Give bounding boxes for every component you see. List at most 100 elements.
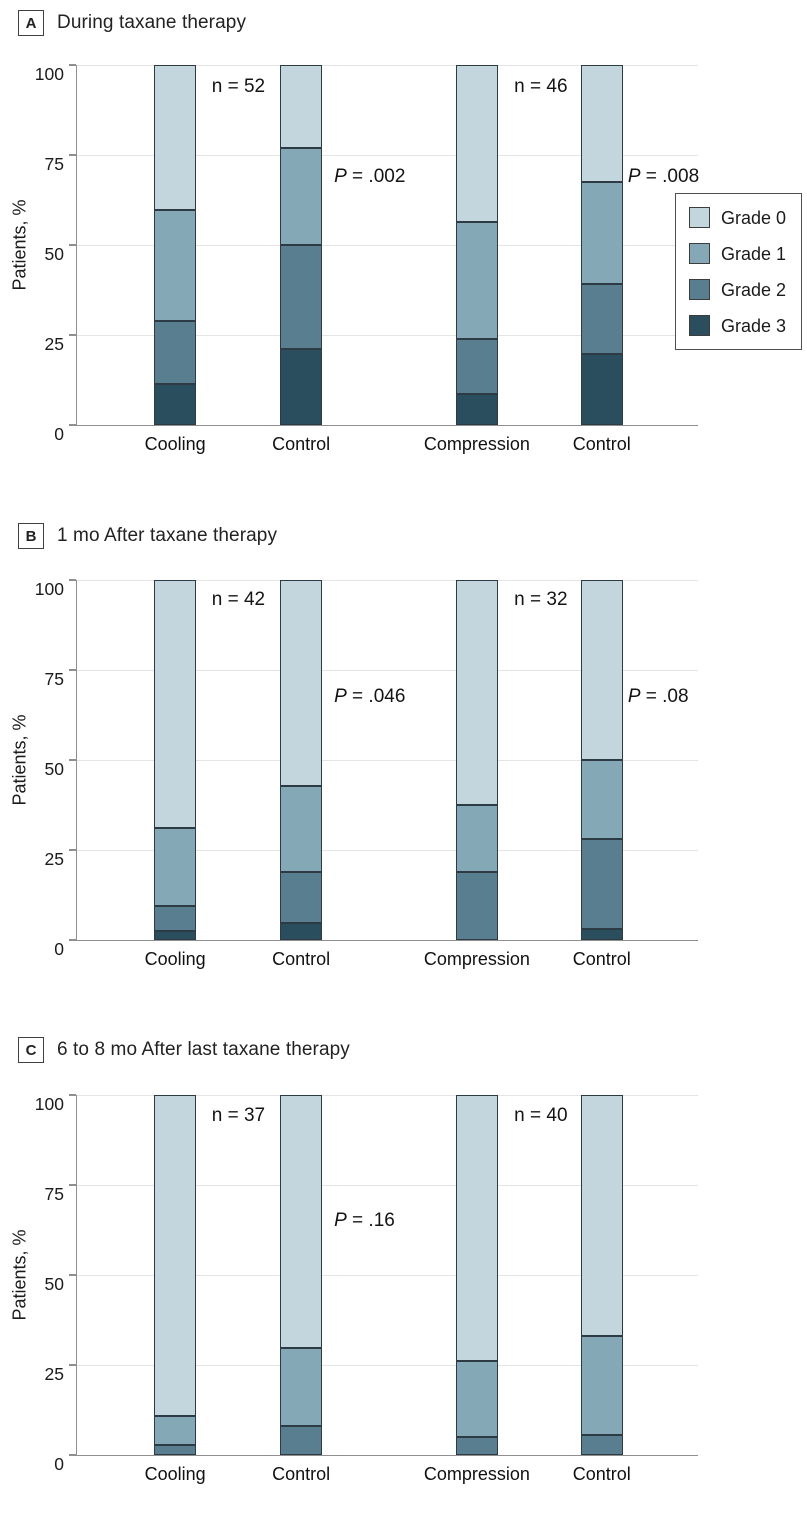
bar-segment-grade-2: [580, 283, 623, 355]
x-tick-label-control-3: Control: [572, 949, 631, 969]
x-tick-label-cooling-0: Cooling: [144, 434, 206, 454]
grid-line-100: [77, 579, 698, 581]
bar-segment-grade-3: [154, 931, 197, 940]
bar-segment-grade-2: [280, 245, 323, 349]
panel-c-title: 6 to 8 mo After last taxane therapy: [57, 1039, 350, 1060]
bar-segment-grade-0: [154, 580, 197, 829]
panel-c-plot: 0 25 50 75 100 Patients, % Cooling Control Compr…: [10, 1094, 698, 1484]
bar-segment-grade-2: [580, 1435, 623, 1455]
legend-item-grade-2: Grade 2: [689, 279, 786, 300]
legend-label: Grade 1: [721, 243, 787, 264]
legend-swatch-grade-3: [689, 315, 710, 336]
x-tick-label-control-1: Control: [272, 1464, 331, 1484]
y-tick-mark-50: [68, 244, 76, 246]
bar-control-1: [280, 580, 323, 940]
legend-item-grade-1: Grade 1: [689, 243, 786, 264]
y-tick-mark-25: [68, 334, 76, 336]
annotation-n-count: n = 52: [211, 75, 266, 97]
y-tick-label-25: 25: [44, 848, 64, 869]
legend-label: Grade 3: [721, 315, 787, 336]
legend-item-grade-0: Grade 0: [689, 207, 786, 228]
bar-segment-grade-0: [455, 1095, 498, 1362]
panel-b-header: B 1 mo After taxane therapy: [18, 522, 277, 550]
y-tick-label-25: 25: [44, 1363, 64, 1384]
panel-c-letter: C: [18, 1037, 44, 1063]
panel-a-plot: 0 25 50 75 100 Patients, % Cooling Control Compr…: [10, 64, 700, 454]
grid-line-25: [77, 849, 698, 851]
grid-line-100: [77, 1094, 698, 1096]
bar-segment-grade-2: [455, 1437, 498, 1455]
bar-segment-grade-2: [154, 1445, 197, 1455]
y-tick-label-100: 100: [34, 63, 64, 84]
y-axis-title: Patients, %: [9, 199, 30, 291]
y-tick-mark-0: [68, 939, 76, 941]
panel-b-plot: 0 25 50 75 100 Patients, % Cooling Control Compr…: [10, 579, 698, 969]
y-tick-label-100: 100: [34, 1093, 64, 1114]
grid-line-75: [77, 154, 698, 156]
bar-segment-grade-1: [280, 785, 323, 872]
y-tick-mark-75: [68, 154, 76, 156]
annotation-p-value: P = .008: [627, 165, 700, 187]
grid-line-50: [77, 244, 698, 246]
bar-cooling-0: [154, 1095, 197, 1455]
annotation-p-value: P = .002: [334, 165, 406, 187]
bar-segment-grade-3: [580, 354, 623, 425]
y-tick-label-0: 0: [54, 938, 64, 959]
bar-cooling-0: [154, 580, 197, 940]
bar-segment-grade-3: [280, 922, 323, 940]
y-tick-label-75: 75: [44, 668, 64, 689]
bar-segment-grade-0: [455, 580, 498, 805]
legend-swatch-grade-0: [689, 207, 710, 228]
y-tick-label-100: 100: [34, 578, 64, 599]
bar-compression-2: [455, 65, 498, 425]
y-tick-label-25: 25: [44, 333, 64, 354]
bar-control-1: [280, 1095, 323, 1455]
bar-segment-grade-3: [455, 393, 498, 425]
y-tick-label-50: 50: [44, 758, 64, 779]
bar-segment-grade-1: [455, 805, 498, 873]
grid-line-25: [77, 334, 698, 336]
x-tick-label-cooling-0: Cooling: [144, 1464, 206, 1484]
x-tick-label-compression-2: Compression: [423, 434, 530, 454]
bar-segment-grade-1: [280, 1348, 323, 1426]
x-tick-label-control-3: Control: [572, 1464, 631, 1484]
grid-line-50: [77, 759, 698, 761]
x-tick-label-control-1: Control: [272, 949, 331, 969]
bar-segment-grade-0: [280, 65, 323, 149]
y-tick-label-0: 0: [54, 1453, 64, 1474]
x-tick-label-control-3: Control: [572, 434, 631, 454]
bar-cooling-0: [154, 65, 197, 425]
annotation-n-count: n = 40: [514, 1104, 568, 1126]
bar-segment-grade-0: [455, 65, 498, 222]
y-axis-title: Patients, %: [9, 714, 30, 806]
bar-segment-grade-3: [580, 928, 623, 940]
y-tick-label-75: 75: [44, 1183, 64, 1204]
x-tick-label-compression-2: Compression: [423, 949, 530, 969]
y-tick-mark-50: [68, 759, 76, 761]
y-tick-label-50: 50: [44, 1273, 64, 1294]
grid-line-50: [77, 1274, 698, 1276]
bar-segment-grade-2: [580, 838, 623, 929]
bar-segment-grade-0: [154, 1095, 197, 1417]
y-tick-label-0: 0: [54, 423, 64, 444]
annotation-n-count: n = 42: [211, 589, 266, 611]
legend-swatch-grade-1: [689, 243, 710, 264]
bar-control-3: [580, 1095, 623, 1455]
bar-segment-grade-0: [580, 65, 623, 183]
bar-segment-grade-0: [280, 580, 323, 786]
bar-segment-grade-1: [580, 760, 623, 839]
y-tick-mark-75: [68, 1184, 76, 1186]
legend-item-grade-3: Grade 3: [689, 315, 786, 336]
panel-a-header: A During taxane therapy: [18, 9, 246, 37]
bar-control-3: [580, 65, 623, 425]
bar-control-1: [280, 65, 323, 425]
annotation-p-value: P = .08: [627, 686, 689, 707]
bar-segment-grade-0: [580, 580, 623, 760]
legend-label: Grade 0: [721, 207, 787, 228]
annotation-n-count: n = 37: [211, 1104, 266, 1126]
annotation-p-value: P = .046: [334, 686, 406, 707]
bar-segment-grade-0: [154, 65, 197, 211]
bar-segment-grade-1: [154, 828, 197, 906]
legend-label: Grade 2: [721, 279, 787, 300]
bar-segment-grade-1: [154, 1416, 197, 1446]
